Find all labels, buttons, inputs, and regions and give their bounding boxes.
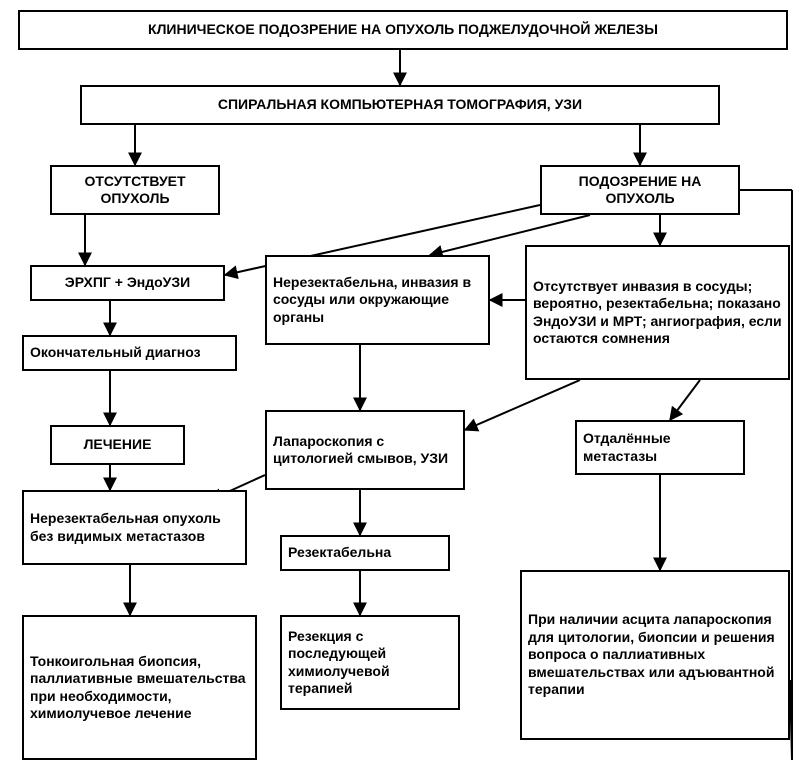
flow-node-label: ЭРХПГ + ЭндоУЗИ <box>65 274 190 292</box>
flow-node-label: Нерезектабельная опухоль без видимых мет… <box>30 510 239 545</box>
flow-node-n1: КЛИНИЧЕСКОЕ ПОДОЗРЕНИЕ НА ОПУХОЛЬ ПОДЖЕЛ… <box>18 10 788 50</box>
flow-node-n5: ЭРХПГ + ЭндоУЗИ <box>30 265 225 301</box>
flow-node-n2: СПИРАЛЬНАЯ КОМПЬЮТЕРНАЯ ТОМОГРАФИЯ, УЗИ <box>80 85 720 125</box>
flow-node-label: СПИРАЛЬНАЯ КОМПЬЮТЕРНАЯ ТОМОГРАФИЯ, УЗИ <box>218 96 582 114</box>
flow-node-n10: Лапароскопия с цитологией смывов, УЗИ <box>265 410 465 490</box>
flow-node-label: Резектабельна <box>288 544 391 562</box>
flow-node-label: Отдалённые метастазы <box>583 430 737 465</box>
flow-node-n7: Отсутствует инвазия в сосуды; вероятно, … <box>525 245 790 380</box>
flow-node-label: Лапароскопия с цитологией смывов, УЗИ <box>273 433 457 468</box>
flow-node-n12: Нерезектабельная опухоль без видимых мет… <box>22 490 247 565</box>
flow-node-label: Тонкоигольная биопсия, паллиативные вмеш… <box>30 653 249 723</box>
flow-node-n3: ОТСУТСТВУЕТ ОПУХОЛЬ <box>50 165 220 215</box>
flow-node-n6: Нерезектабельна, инвазия в сосуды или ок… <box>265 255 490 345</box>
flow-node-n11: Отдалённые метастазы <box>575 420 745 475</box>
flow-edge-15 <box>670 380 700 420</box>
flow-node-label: ОТСУТСТВУЕТ ОПУХОЛЬ <box>58 173 212 208</box>
flow-edge-14 <box>465 380 580 430</box>
flow-node-n9: ЛЕЧЕНИЕ <box>50 425 185 465</box>
flow-node-label: ПОДОЗРЕНИЕ НА ОПУХОЛЬ <box>548 173 732 208</box>
flow-node-n14: Тонкоигольная биопсия, паллиативные вмеш… <box>22 615 257 760</box>
flowchart-canvas: КЛИНИЧЕСКОЕ ПОДОЗРЕНИЕ НА ОПУХОЛЬ ПОДЖЕЛ… <box>0 0 806 782</box>
flow-node-n16: При наличии асцита лапароскопия для цито… <box>520 570 790 740</box>
flow-node-n4: ПОДОЗРЕНИЕ НА ОПУХОЛЬ <box>540 165 740 215</box>
flow-node-label: Резекция с последующей химиолучевой тера… <box>288 628 452 698</box>
flow-edge-5 <box>790 680 792 760</box>
flow-node-label: Нерезектабельна, инвазия в сосуды или ок… <box>273 274 482 327</box>
flow-node-n15: Резекция с последующей химиолучевой тера… <box>280 615 460 710</box>
flow-node-label: Окончательный диагноз <box>30 344 201 362</box>
flow-node-label: При наличии асцита лапароскопия для цито… <box>528 611 782 699</box>
flow-node-label: КЛИНИЧЕСКОЕ ПОДОЗРЕНИЕ НА ОПУХОЛЬ ПОДЖЕЛ… <box>148 21 658 39</box>
flow-node-label: Отсутствует инвазия в сосуды; вероятно, … <box>533 278 782 348</box>
flow-node-label: ЛЕЧЕНИЕ <box>84 436 152 454</box>
flow-node-n13: Резектабельна <box>280 535 450 571</box>
flow-node-n8: Окончательный диагноз <box>22 335 237 371</box>
